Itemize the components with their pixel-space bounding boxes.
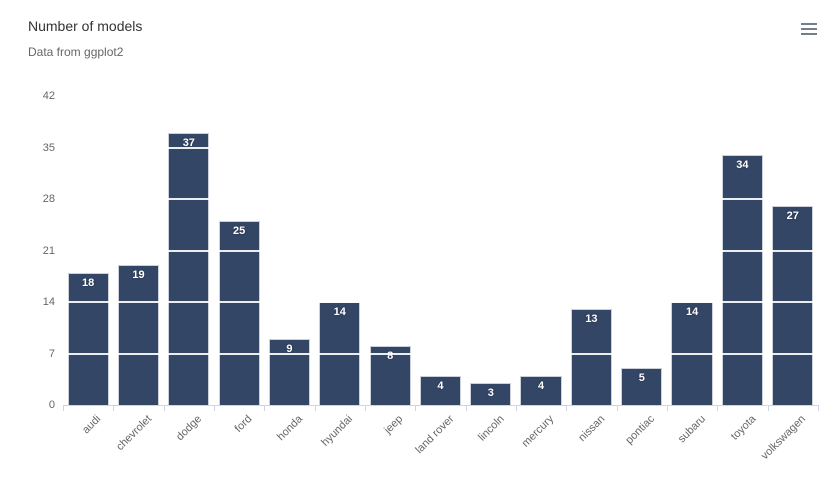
export-menu-button[interactable] bbox=[796, 19, 820, 39]
y-axis-label: 28 bbox=[42, 193, 55, 205]
bar-cell: 14 bbox=[667, 96, 717, 405]
x-axis-label: lincoln bbox=[475, 413, 507, 444]
x-axis-label: ford bbox=[232, 413, 255, 435]
bar-cell: 18 bbox=[63, 96, 113, 405]
bar-value-label: 4 bbox=[437, 379, 444, 392]
bar-value-label: 9 bbox=[286, 342, 293, 355]
x-axis-tick bbox=[617, 406, 618, 411]
bar-value-label: 19 bbox=[132, 269, 145, 282]
x-axis-labels: audi chevrolet dodge ford honda hyundai jeep la… bbox=[63, 413, 818, 488]
x-axis-tick bbox=[264, 406, 265, 411]
bar-ford[interactable]: 25 bbox=[218, 221, 260, 405]
x-axis-tick bbox=[415, 406, 416, 411]
bar-value-label: 27 bbox=[786, 210, 799, 223]
bar-cell: 34 bbox=[717, 96, 767, 405]
x-axis-tick bbox=[667, 406, 668, 411]
y-axis-label: 14 bbox=[42, 296, 55, 308]
x-axis-tick bbox=[315, 406, 316, 411]
bar-cell: 14 bbox=[315, 96, 365, 405]
x-axis-tick bbox=[365, 406, 366, 411]
bar-dodge[interactable]: 37 bbox=[168, 132, 210, 405]
bar-value-label: 37 bbox=[182, 136, 195, 149]
x-axis-label: jeep bbox=[382, 413, 406, 437]
bar-value-label: 14 bbox=[333, 306, 346, 318]
bar-honda[interactable]: 9 bbox=[268, 338, 311, 405]
x-axis-label: volkswagen bbox=[759, 413, 809, 463]
bar-cell: 25 bbox=[214, 96, 264, 405]
x-axis-tick bbox=[113, 406, 114, 411]
bar-toyota[interactable]: 34 bbox=[721, 154, 764, 405]
bar-cell: 4 bbox=[415, 96, 465, 405]
x-axis-label: toyota bbox=[728, 413, 758, 443]
bar-chevrolet[interactable]: 19 bbox=[117, 265, 160, 405]
y-axis-label: 7 bbox=[48, 347, 55, 360]
y-axis-label: 0 bbox=[48, 399, 55, 411]
x-axis-tick bbox=[818, 406, 819, 411]
y-axis-label: 42 bbox=[42, 90, 55, 102]
bar-value-label: 34 bbox=[736, 158, 749, 171]
hamburger-menu-icon bbox=[801, 33, 817, 35]
bar-cell: 19 bbox=[113, 96, 163, 405]
bar-audi[interactable]: 18 bbox=[67, 272, 109, 405]
x-axis-tick bbox=[63, 406, 64, 411]
y-axis-label: 35 bbox=[42, 141, 55, 154]
bar-cell: 27 bbox=[768, 96, 818, 405]
bar-value-label: 3 bbox=[487, 386, 494, 399]
x-axis-label: pontiac bbox=[623, 413, 658, 447]
x-axis-tick bbox=[466, 406, 467, 411]
chart-subtitle: Data from ggplot2 bbox=[28, 45, 124, 59]
x-axis-tick bbox=[516, 406, 517, 411]
plot-area: 18 19 37 25 9 14 8 4 3 4 13 5 14 34 27 bbox=[63, 95, 818, 405]
hamburger-menu-icon bbox=[801, 28, 817, 30]
bar-series: 18 19 37 25 9 14 8 4 3 4 13 5 14 34 27 bbox=[63, 96, 818, 405]
x-axis-line bbox=[63, 405, 819, 406]
bar-cell: 37 bbox=[164, 96, 214, 405]
bar-cell: 13 bbox=[566, 96, 616, 405]
bar-cell: 8 bbox=[365, 96, 415, 405]
x-axis-tick bbox=[566, 406, 567, 411]
x-axis-tick bbox=[214, 406, 215, 411]
x-axis-label: subaru bbox=[675, 413, 708, 446]
x-axis-label: nissan bbox=[576, 413, 607, 444]
bar-land-rover[interactable]: 4 bbox=[419, 375, 462, 405]
x-axis-tick bbox=[717, 406, 718, 411]
bar-nissan[interactable]: 13 bbox=[570, 309, 613, 405]
bar-value-label: 4 bbox=[538, 379, 545, 392]
x-axis-ticks bbox=[63, 406, 819, 412]
y-axis-label: 21 bbox=[42, 244, 55, 257]
chart-title: Number of models bbox=[28, 18, 143, 34]
bar-cell: 4 bbox=[516, 96, 566, 405]
bar-cell: 9 bbox=[264, 96, 314, 405]
bar-value-label: 18 bbox=[82, 276, 95, 289]
bar-cell: 5 bbox=[617, 96, 667, 405]
bar-value-label: 14 bbox=[685, 306, 699, 318]
y-axis: 0 7 14 21 28 35 42 bbox=[8, 90, 55, 411]
bar-jeep[interactable]: 8 bbox=[369, 346, 411, 405]
bar-value-label: 25 bbox=[233, 225, 246, 238]
bar-hyundai[interactable]: 14 bbox=[319, 302, 361, 405]
x-axis-label: dodge bbox=[174, 413, 205, 444]
bar-value-label: 8 bbox=[387, 350, 394, 363]
x-axis-label: mercury bbox=[520, 413, 557, 450]
x-axis-tick bbox=[768, 406, 769, 411]
x-axis-label: audi bbox=[80, 413, 104, 437]
bar-volkswagen[interactable]: 27 bbox=[772, 206, 814, 405]
x-axis-label: land rover bbox=[412, 413, 456, 457]
x-axis-label: chevrolet bbox=[113, 413, 154, 454]
x-axis-label: honda bbox=[274, 413, 305, 444]
bar-subaru[interactable]: 14 bbox=[671, 302, 713, 405]
x-axis-label: hyundai bbox=[319, 413, 356, 449]
bar-mercury[interactable]: 4 bbox=[520, 375, 562, 405]
bar-value-label: 13 bbox=[585, 313, 598, 326]
bar-pontiac[interactable]: 5 bbox=[621, 368, 663, 405]
bar-value-label: 5 bbox=[638, 372, 645, 385]
x-axis-tick bbox=[164, 406, 165, 411]
bar-lincoln[interactable]: 3 bbox=[470, 382, 512, 405]
hamburger-menu-icon bbox=[801, 23, 817, 25]
bar-cell: 3 bbox=[466, 96, 516, 405]
